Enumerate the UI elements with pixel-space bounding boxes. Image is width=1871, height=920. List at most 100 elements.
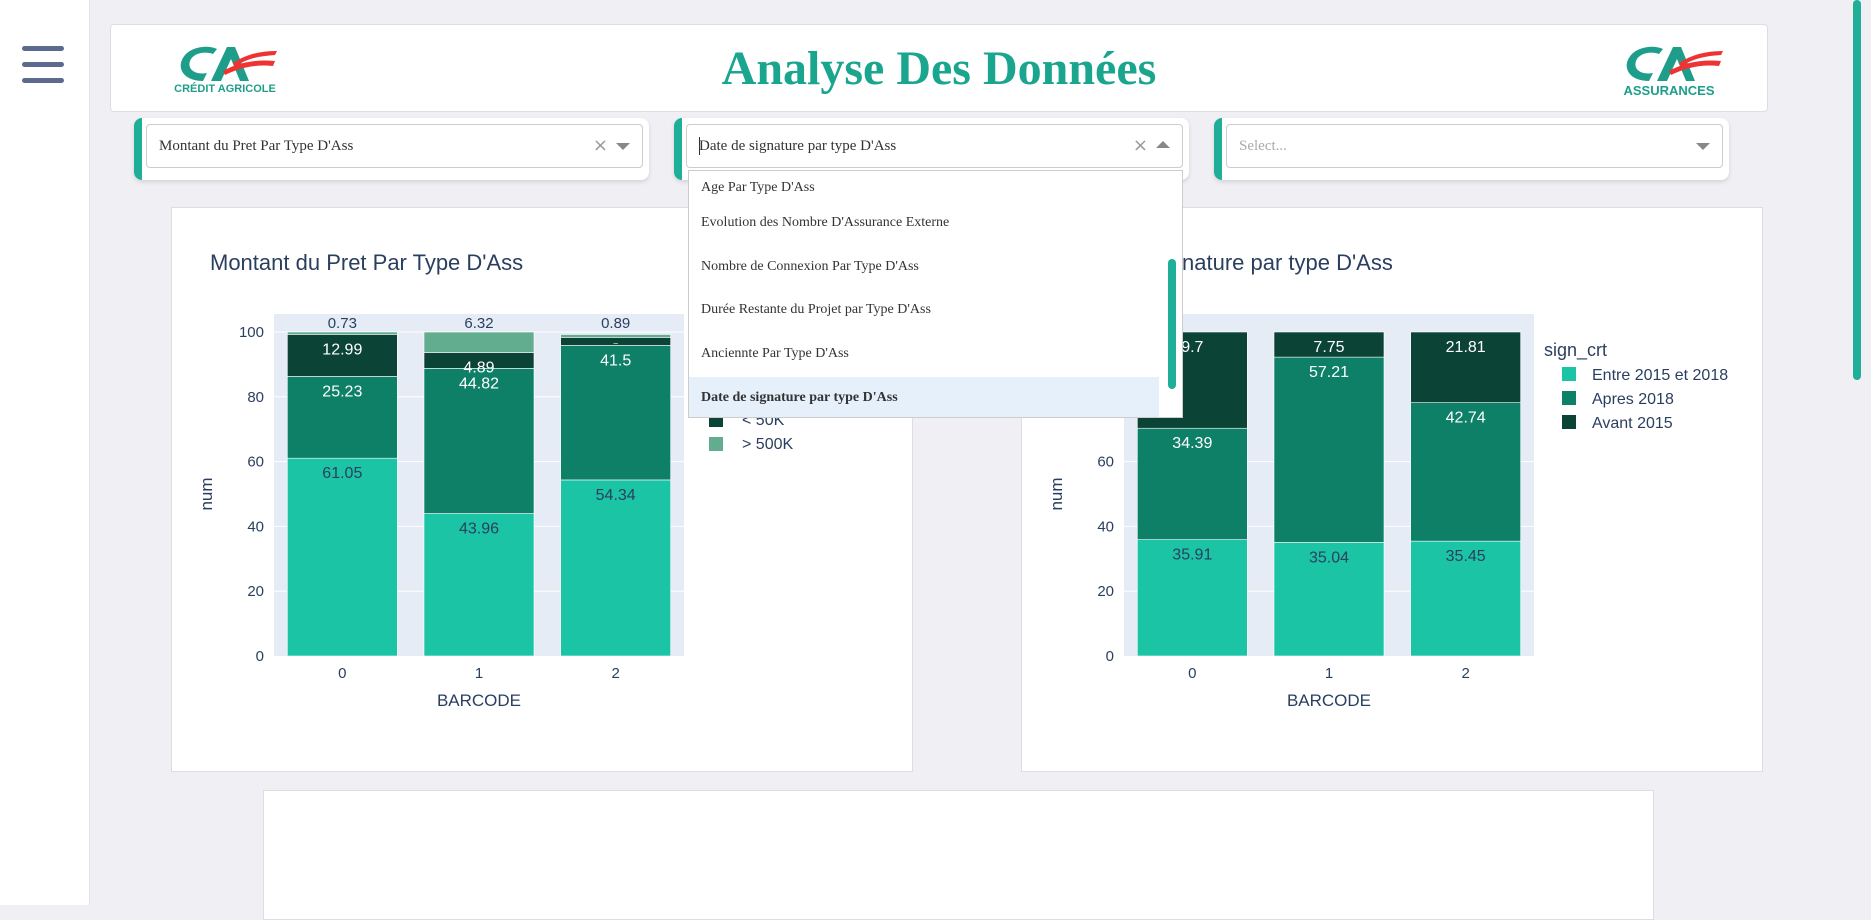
x-tick-label: 0 <box>1188 665 1196 682</box>
bar-segment <box>287 376 398 459</box>
bar-segment <box>1410 540 1521 657</box>
legend-label: > 500K <box>742 436 793 453</box>
bar-segment <box>1137 539 1248 657</box>
data-label: 42.74 <box>1446 410 1486 427</box>
bar-segment <box>1273 356 1385 543</box>
x-tick-label: 1 <box>1325 665 1333 682</box>
legend-label: Entre 2015 et 2018 <box>1592 367 1728 384</box>
data-label: 57.21 <box>1309 364 1349 381</box>
bar-segment <box>1273 542 1385 657</box>
y-tick-label: 60 <box>247 454 264 471</box>
dropdown-menu: Age Par Type D'Ass Evolution des Nombre … <box>688 170 1183 418</box>
chevron-down-icon[interactable] <box>1696 143 1710 150</box>
bar-segment <box>287 331 398 335</box>
data-label: 7.75 <box>1313 339 1344 356</box>
legend-title: sign_crt <box>1544 340 1607 361</box>
clear-icon[interactable]: × <box>592 135 608 156</box>
bar-segment <box>423 331 535 353</box>
bar-segment <box>1410 331 1521 403</box>
chart-1[interactable]: 0 20 40 60 80 100 61.05 25.23 12.99 0.73 0 43.96 44.… <box>172 208 912 771</box>
assurances-logo: ASSURANCES <box>1601 41 1737 98</box>
x-tick-label: 2 <box>1461 665 1469 682</box>
y-tick-label: 0 <box>256 648 264 665</box>
page-title: Analyse Des Données <box>721 42 1157 95</box>
dropdown-card-2: Date de signature par type D'Ass × <box>674 118 1189 180</box>
chart-2[interactable]: 0 20 40 60 35.91 34.39 9.7 0 35.04 57.21 7.75 1 35.4… <box>1022 208 1762 771</box>
chevron-down-icon[interactable] <box>616 143 630 150</box>
chart-select-dropdown-1[interactable]: Montant du Pret Par Type D'Ass × <box>146 124 643 168</box>
dropdown-1-value: Montant du Pret Par Type D'Ass <box>159 138 354 154</box>
x-tick-label: 2 <box>611 665 619 682</box>
y-axis-label: num <box>1047 477 1066 510</box>
data-label: 35.45 <box>1446 548 1486 565</box>
y-tick-label: 20 <box>1097 583 1114 600</box>
data-label: 21.81 <box>1446 339 1486 356</box>
data-label: 0.89 <box>601 315 630 332</box>
legend-swatch <box>1562 367 1576 381</box>
bar-segment <box>423 513 535 657</box>
legend-label: Apres 2018 <box>1592 391 1674 408</box>
chart-1-title: Montant du Pret Par Type D'Ass <box>210 250 524 275</box>
bar-segment <box>423 368 535 514</box>
data-label: 43.96 <box>459 521 499 538</box>
chart-select-dropdown-3[interactable]: Select... <box>1226 124 1723 168</box>
menu-item-anciennete[interactable]: Anciennte Par Type D'Ass <box>701 346 849 361</box>
credit-agricole-logo: CRÉDIT AGRICOLE <box>163 41 287 95</box>
data-label: 9.7 <box>1181 339 1203 356</box>
menu-item-date-signature[interactable]: Date de signature par type D'Ass <box>689 377 1159 417</box>
legend-label: Avant 2015 <box>1592 415 1673 432</box>
hamburger-menu-icon[interactable] <box>22 46 64 84</box>
dropdown-2-value: Date de signature par type D'Ass <box>699 138 897 154</box>
menu-item-evolution[interactable]: Evolution des Nombre D'Assurance Externe <box>701 215 950 230</box>
y-tick-label: 40 <box>247 518 264 535</box>
data-label: 6.32 <box>464 315 493 332</box>
legend-swatch <box>709 437 723 451</box>
bar-segment <box>287 334 398 377</box>
sidebar <box>0 0 90 905</box>
y-tick-label: 0 <box>1106 648 1114 665</box>
data-label: 41.5 <box>600 352 631 369</box>
bar-segment <box>287 457 398 657</box>
dropdown-3-placeholder: Select... <box>1239 138 1287 154</box>
chart-select-dropdown-2[interactable]: Date de signature par type D'Ass × <box>686 124 1183 168</box>
bottom-panel <box>263 790 1654 920</box>
x-axis-label: BARCODE <box>437 691 521 710</box>
chevron-up-icon[interactable] <box>1156 141 1170 148</box>
bar-segment <box>1410 402 1521 542</box>
dropdown-card-3: Select... <box>1214 118 1729 180</box>
y-tick-label: 20 <box>247 583 264 600</box>
x-tick-label: 1 <box>475 665 483 682</box>
data-label: 25.23 <box>322 383 362 400</box>
y-tick-label: 100 <box>239 324 264 341</box>
data-label: 35.04 <box>1309 549 1349 566</box>
menu-item-connexion[interactable]: Nombre de Connexion Par Type D'Ass <box>701 259 919 274</box>
x-axis-label: BARCODE <box>1287 691 1371 710</box>
bar-segment <box>560 479 671 657</box>
y-tick-label: 40 <box>1097 518 1114 535</box>
header: CRÉDIT AGRICOLE Analyse Des Données ASSU… <box>110 24 1768 112</box>
data-label: 0.73 <box>328 315 357 332</box>
dropdown-card-1: Montant du Pret Par Type D'Ass × <box>134 118 649 180</box>
data-label: – <box>613 338 618 347</box>
legend-swatch <box>1562 391 1576 405</box>
menu-item-age[interactable]: Age Par Type D'Ass <box>701 180 815 195</box>
y-tick-label: 80 <box>247 389 264 406</box>
chart-2-title: nature par type D'Ass <box>1182 250 1393 275</box>
data-label: 4.89 <box>463 360 494 377</box>
y-tick-label: 60 <box>1097 454 1114 471</box>
data-label: 54.34 <box>596 487 636 504</box>
x-tick-label: 0 <box>338 665 346 682</box>
data-label: 44.82 <box>459 375 499 392</box>
data-label: 61.05 <box>322 465 362 482</box>
data-label: 35.91 <box>1172 547 1212 564</box>
menu-item-duree[interactable]: Durée Restante du Projet par Type D'Ass <box>701 302 931 317</box>
page-scrollbar[interactable] <box>1853 0 1861 380</box>
clear-icon[interactable]: × <box>1132 135 1148 156</box>
chart-panel-2: nature par type D'Ass 0 20 40 60 35.91 34.39 9… <box>1021 207 1763 772</box>
menu-scrollbar[interactable] <box>1168 259 1176 389</box>
bar-segment <box>1137 427 1248 540</box>
bar-segment <box>560 334 671 338</box>
y-axis-label: num <box>197 477 216 510</box>
data-label: 34.39 <box>1172 435 1212 452</box>
bar-segment <box>560 345 671 481</box>
